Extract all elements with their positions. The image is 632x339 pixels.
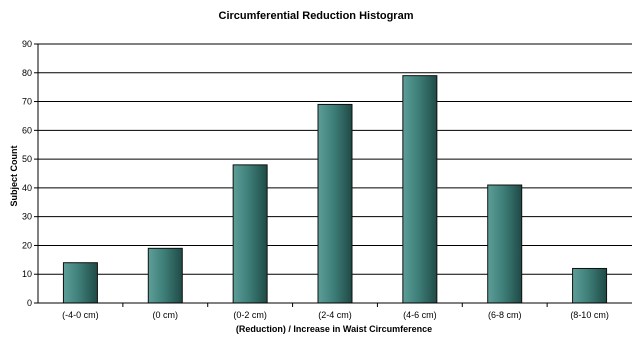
bar — [572, 267, 608, 304]
y-tick-label: 50 — [22, 154, 32, 164]
x-tick-label: (0 cm) — [153, 310, 179, 320]
x-tick-labels: (-4-0 cm) (0 cm) (0-2 cm) (2-4 cm) (4-6 cm) (… — [62, 303, 609, 320]
bar — [402, 75, 438, 304]
y-tick-label: 30 — [22, 212, 32, 222]
x-tick-label: (4-6 cm) — [403, 310, 437, 320]
y-tick-label: 60 — [22, 125, 32, 135]
x-tick-label: (8-10 cm) — [570, 310, 609, 320]
y-tick-label: 90 — [22, 39, 32, 49]
x-axis-label: (Reduction) / Increase in Waist Circumfe… — [236, 324, 432, 334]
y-tick-label: 80 — [22, 68, 32, 78]
y-tick-label: 20 — [22, 240, 32, 250]
x-tick-label: (0-2 cm) — [233, 310, 267, 320]
x-tick-label: (2-4 cm) — [318, 310, 352, 320]
y-tick-label: 10 — [22, 269, 32, 279]
x-tick-label: (6-8 cm) — [488, 310, 522, 320]
y-tick-label: 40 — [22, 183, 32, 193]
bars — [62, 75, 608, 304]
y-tick-label: 70 — [22, 97, 32, 107]
bar — [487, 184, 523, 304]
y-tick-label: 0 — [27, 298, 32, 308]
y-tick-labels: 0 10 20 30 40 50 60 70 80 90 — [22, 39, 38, 308]
bar — [62, 262, 98, 304]
bar — [317, 103, 353, 304]
bar — [232, 164, 268, 304]
x-tick-label: (-4-0 cm) — [62, 310, 99, 320]
chart-title: Circumferential Reduction Histogram — [219, 10, 414, 22]
bar — [147, 247, 183, 304]
y-axis-label: Subject Count — [9, 146, 19, 207]
